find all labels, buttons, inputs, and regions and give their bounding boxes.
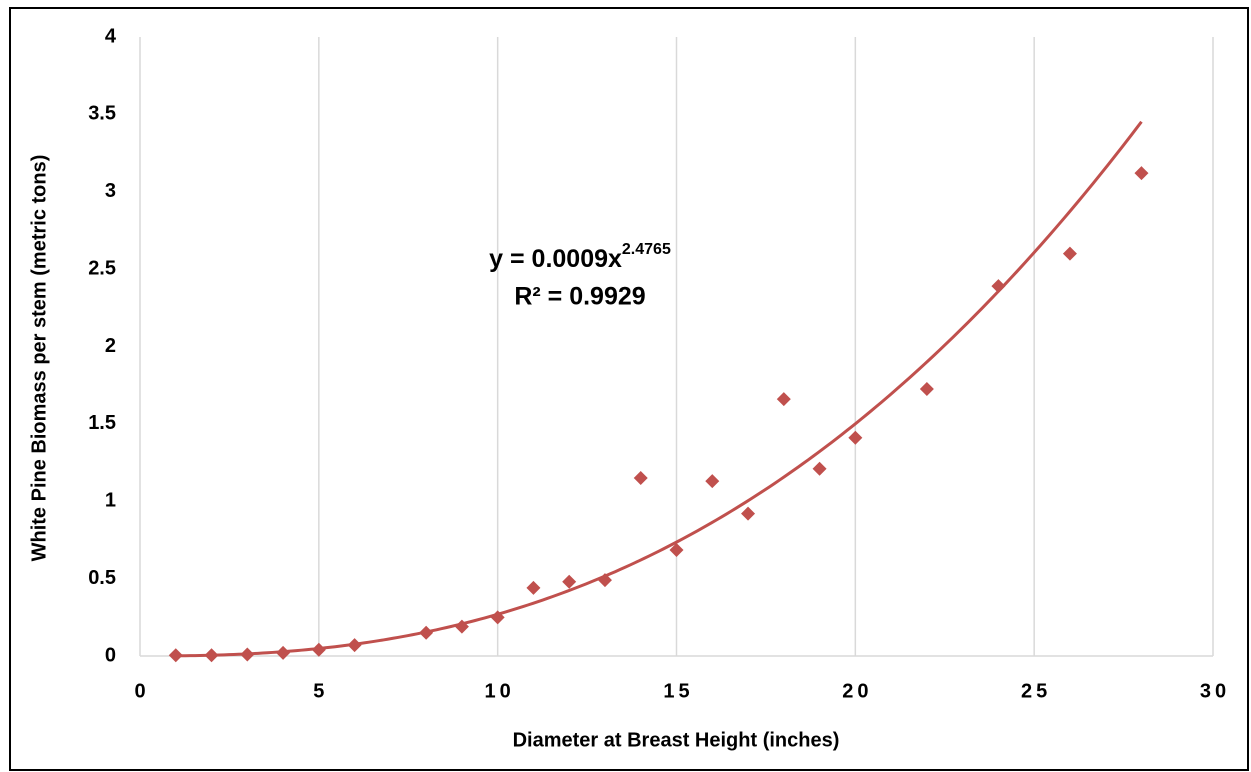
data-point bbox=[741, 506, 756, 521]
data-point bbox=[454, 619, 469, 634]
x-tick-label: 0 bbox=[134, 680, 149, 702]
data-point bbox=[705, 474, 720, 489]
data-point bbox=[1134, 166, 1149, 181]
y-axis-label: White Pine Biomass per stem (metric tons… bbox=[28, 155, 50, 562]
data-point bbox=[204, 648, 219, 663]
data-point bbox=[419, 625, 434, 640]
y-tick-label: 3 bbox=[105, 180, 116, 202]
x-tick-label: 10 bbox=[485, 680, 515, 702]
equation-text: y = 0.0009x bbox=[489, 245, 622, 273]
trendline-equation: y = 0.0009x2.4765 bbox=[489, 241, 671, 272]
data-point bbox=[1062, 246, 1077, 261]
data-point bbox=[991, 279, 1006, 294]
y-tick-label: 4 bbox=[105, 25, 117, 47]
x-tick-label: 20 bbox=[842, 680, 872, 702]
data-point bbox=[919, 382, 934, 397]
data-point bbox=[168, 648, 183, 663]
data-point bbox=[311, 642, 326, 657]
x-tick-label: 30 bbox=[1200, 680, 1230, 702]
y-tick-label: 0.5 bbox=[88, 567, 116, 589]
data-point bbox=[597, 573, 612, 588]
data-point bbox=[276, 645, 291, 660]
x-tick-label: 15 bbox=[663, 680, 693, 702]
y-tick-label: 0 bbox=[105, 644, 116, 666]
x-tick-label: 25 bbox=[1021, 680, 1051, 702]
data-point bbox=[562, 574, 577, 589]
y-tick-label: 2 bbox=[105, 335, 116, 357]
y-tick-label: 3.5 bbox=[88, 103, 116, 125]
data-point bbox=[526, 580, 541, 595]
equation-exponent: 2.4765 bbox=[622, 241, 671, 258]
chart-frame bbox=[9, 7, 1249, 771]
data-point bbox=[633, 471, 648, 486]
data-point bbox=[669, 542, 684, 557]
y-tick-label: 1.5 bbox=[88, 412, 116, 434]
r-squared: R² = 0.9929 bbox=[514, 283, 645, 311]
data-point bbox=[848, 430, 863, 445]
data-point bbox=[812, 461, 827, 476]
trendline bbox=[175, 120, 1143, 658]
data-point bbox=[490, 610, 505, 625]
y-tick-label: 2.5 bbox=[88, 257, 116, 279]
data-point bbox=[240, 647, 255, 662]
data-point bbox=[776, 392, 791, 407]
x-axis-label: Diameter at Breast Height (inches) bbox=[513, 729, 840, 751]
data-point bbox=[347, 638, 362, 653]
x-tick-label: 5 bbox=[313, 680, 328, 702]
y-tick-label: 1 bbox=[105, 490, 116, 512]
